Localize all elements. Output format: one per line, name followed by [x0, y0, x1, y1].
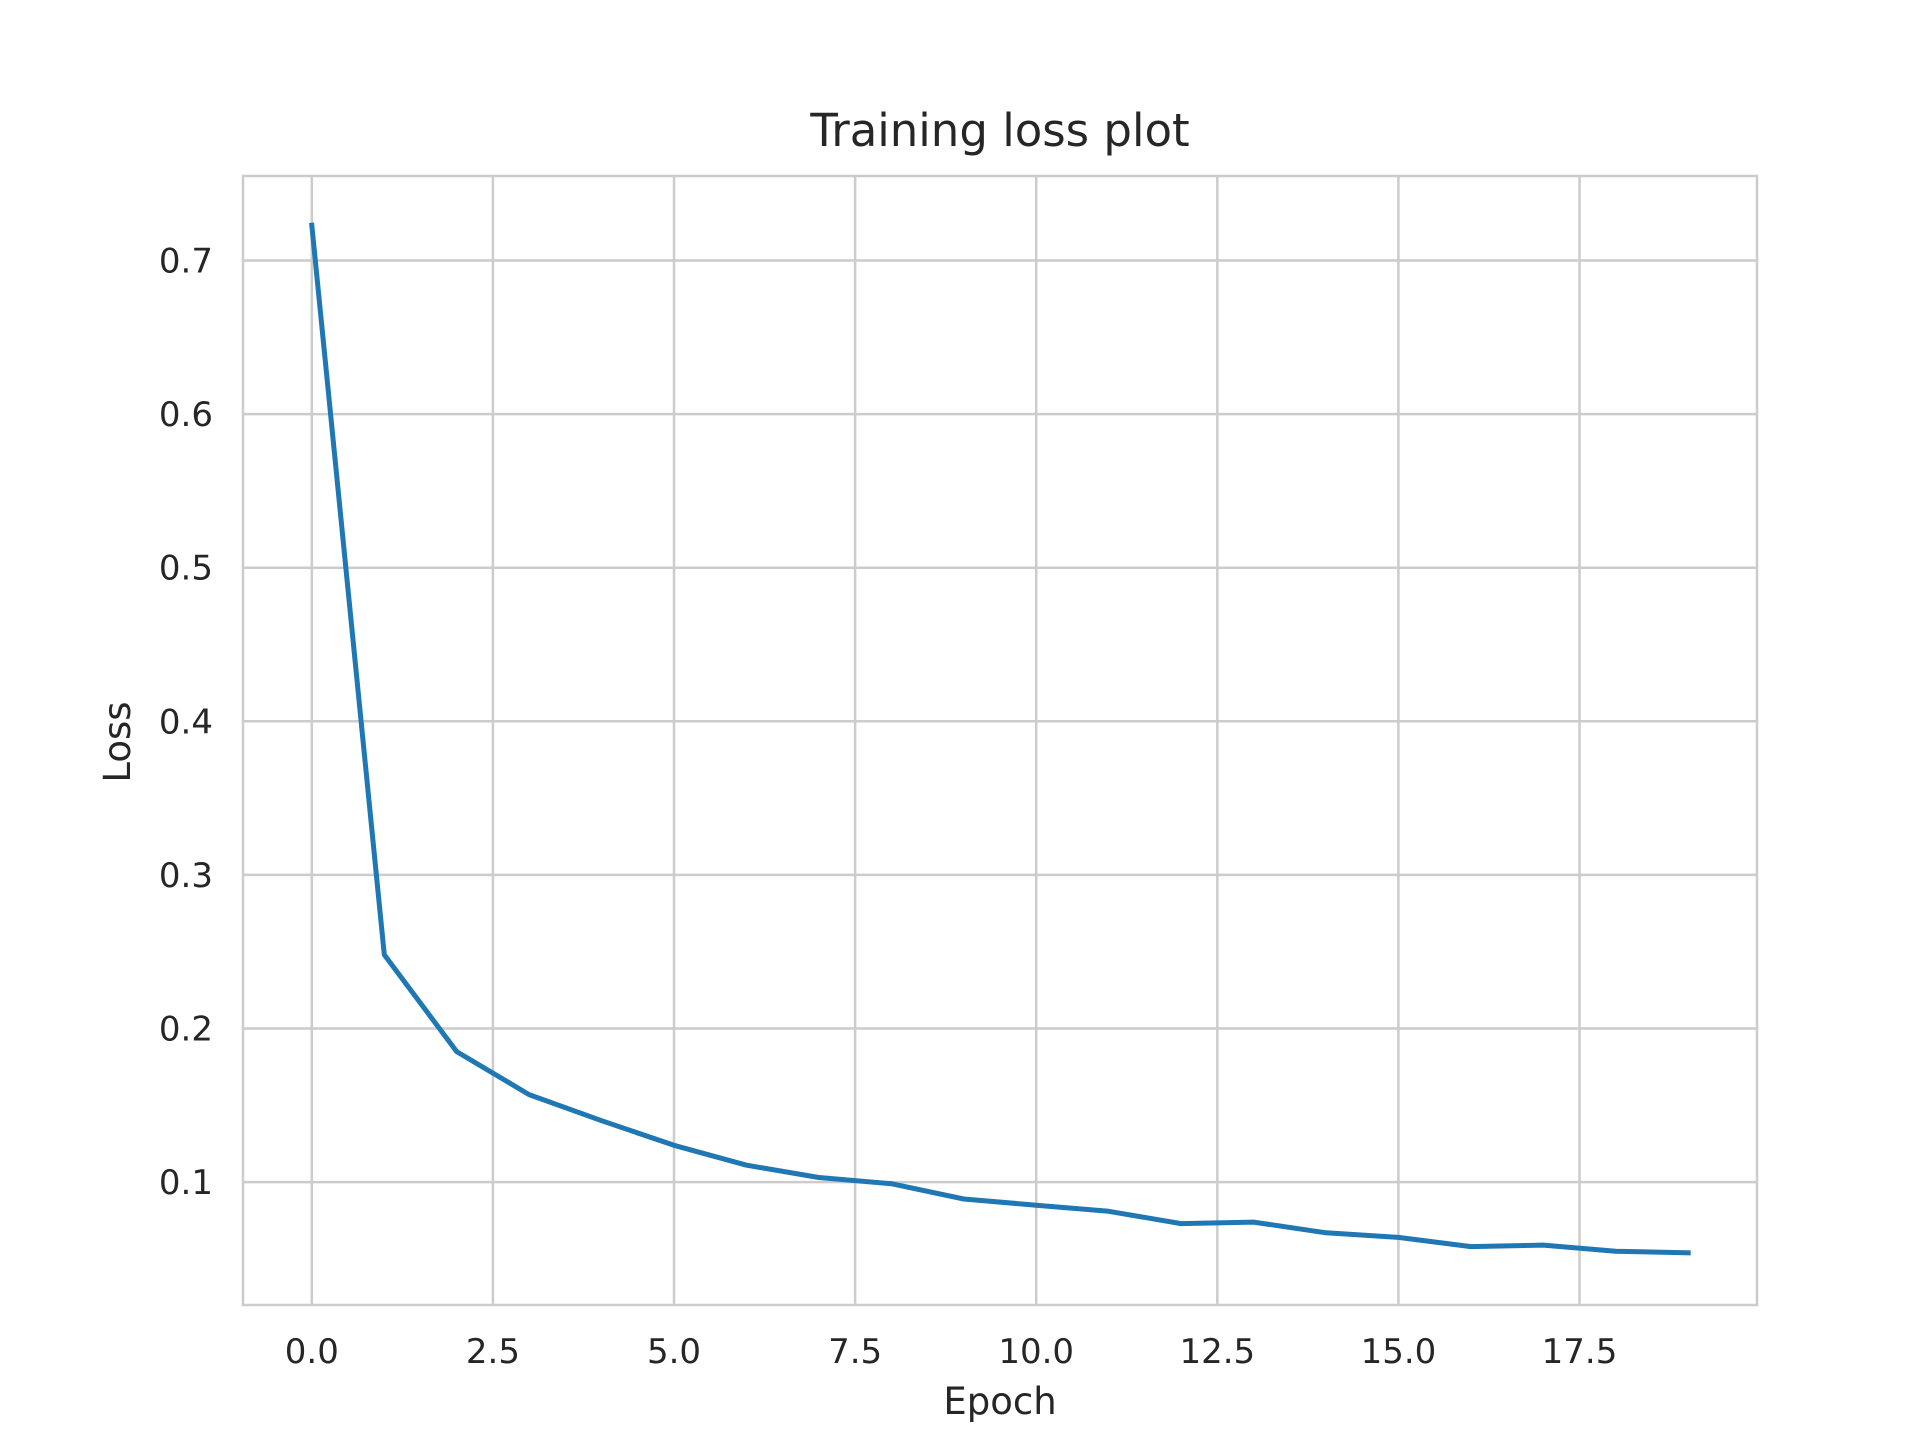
- x-tick-label: 0.0: [285, 1332, 339, 1372]
- x-axis-label: Epoch: [943, 1380, 1056, 1423]
- x-tick-label: 15.0: [1361, 1332, 1437, 1372]
- y-axis-label: Loss: [96, 701, 139, 782]
- x-tick-label: 7.5: [828, 1332, 882, 1372]
- y-tick-labels: 0.1 0.2 0.3 0.4 0.5 0.6 0.7: [159, 241, 213, 1203]
- series-layer: [309, 222, 1691, 1256]
- x-tick-label: 17.5: [1542, 1332, 1618, 1372]
- x-tick-label: 12.5: [1179, 1332, 1255, 1372]
- y-tick-label: 0.3: [159, 856, 213, 896]
- x-tick-label: 10.0: [998, 1332, 1074, 1372]
- y-tick-label: 0.4: [159, 702, 213, 742]
- loss-series-line: [309, 222, 1691, 1256]
- grid: [243, 176, 1757, 1305]
- y-tick-label: 0.7: [159, 241, 213, 281]
- chart-title: Training loss plot: [809, 104, 1189, 157]
- y-tick-label: 0.1: [159, 1163, 213, 1203]
- x-tick-label: 5.0: [647, 1332, 701, 1372]
- y-tick-label: 0.2: [159, 1010, 213, 1050]
- y-tick-label: 0.6: [159, 395, 213, 435]
- x-tick-labels: 0.0 2.5 5.0 7.5 10.0 12.5 15.0 17.5: [285, 1332, 1618, 1372]
- x-tick-label: 2.5: [466, 1332, 520, 1372]
- y-tick-label: 0.5: [159, 549, 213, 589]
- plot-area-frame: [241, 174, 1759, 1307]
